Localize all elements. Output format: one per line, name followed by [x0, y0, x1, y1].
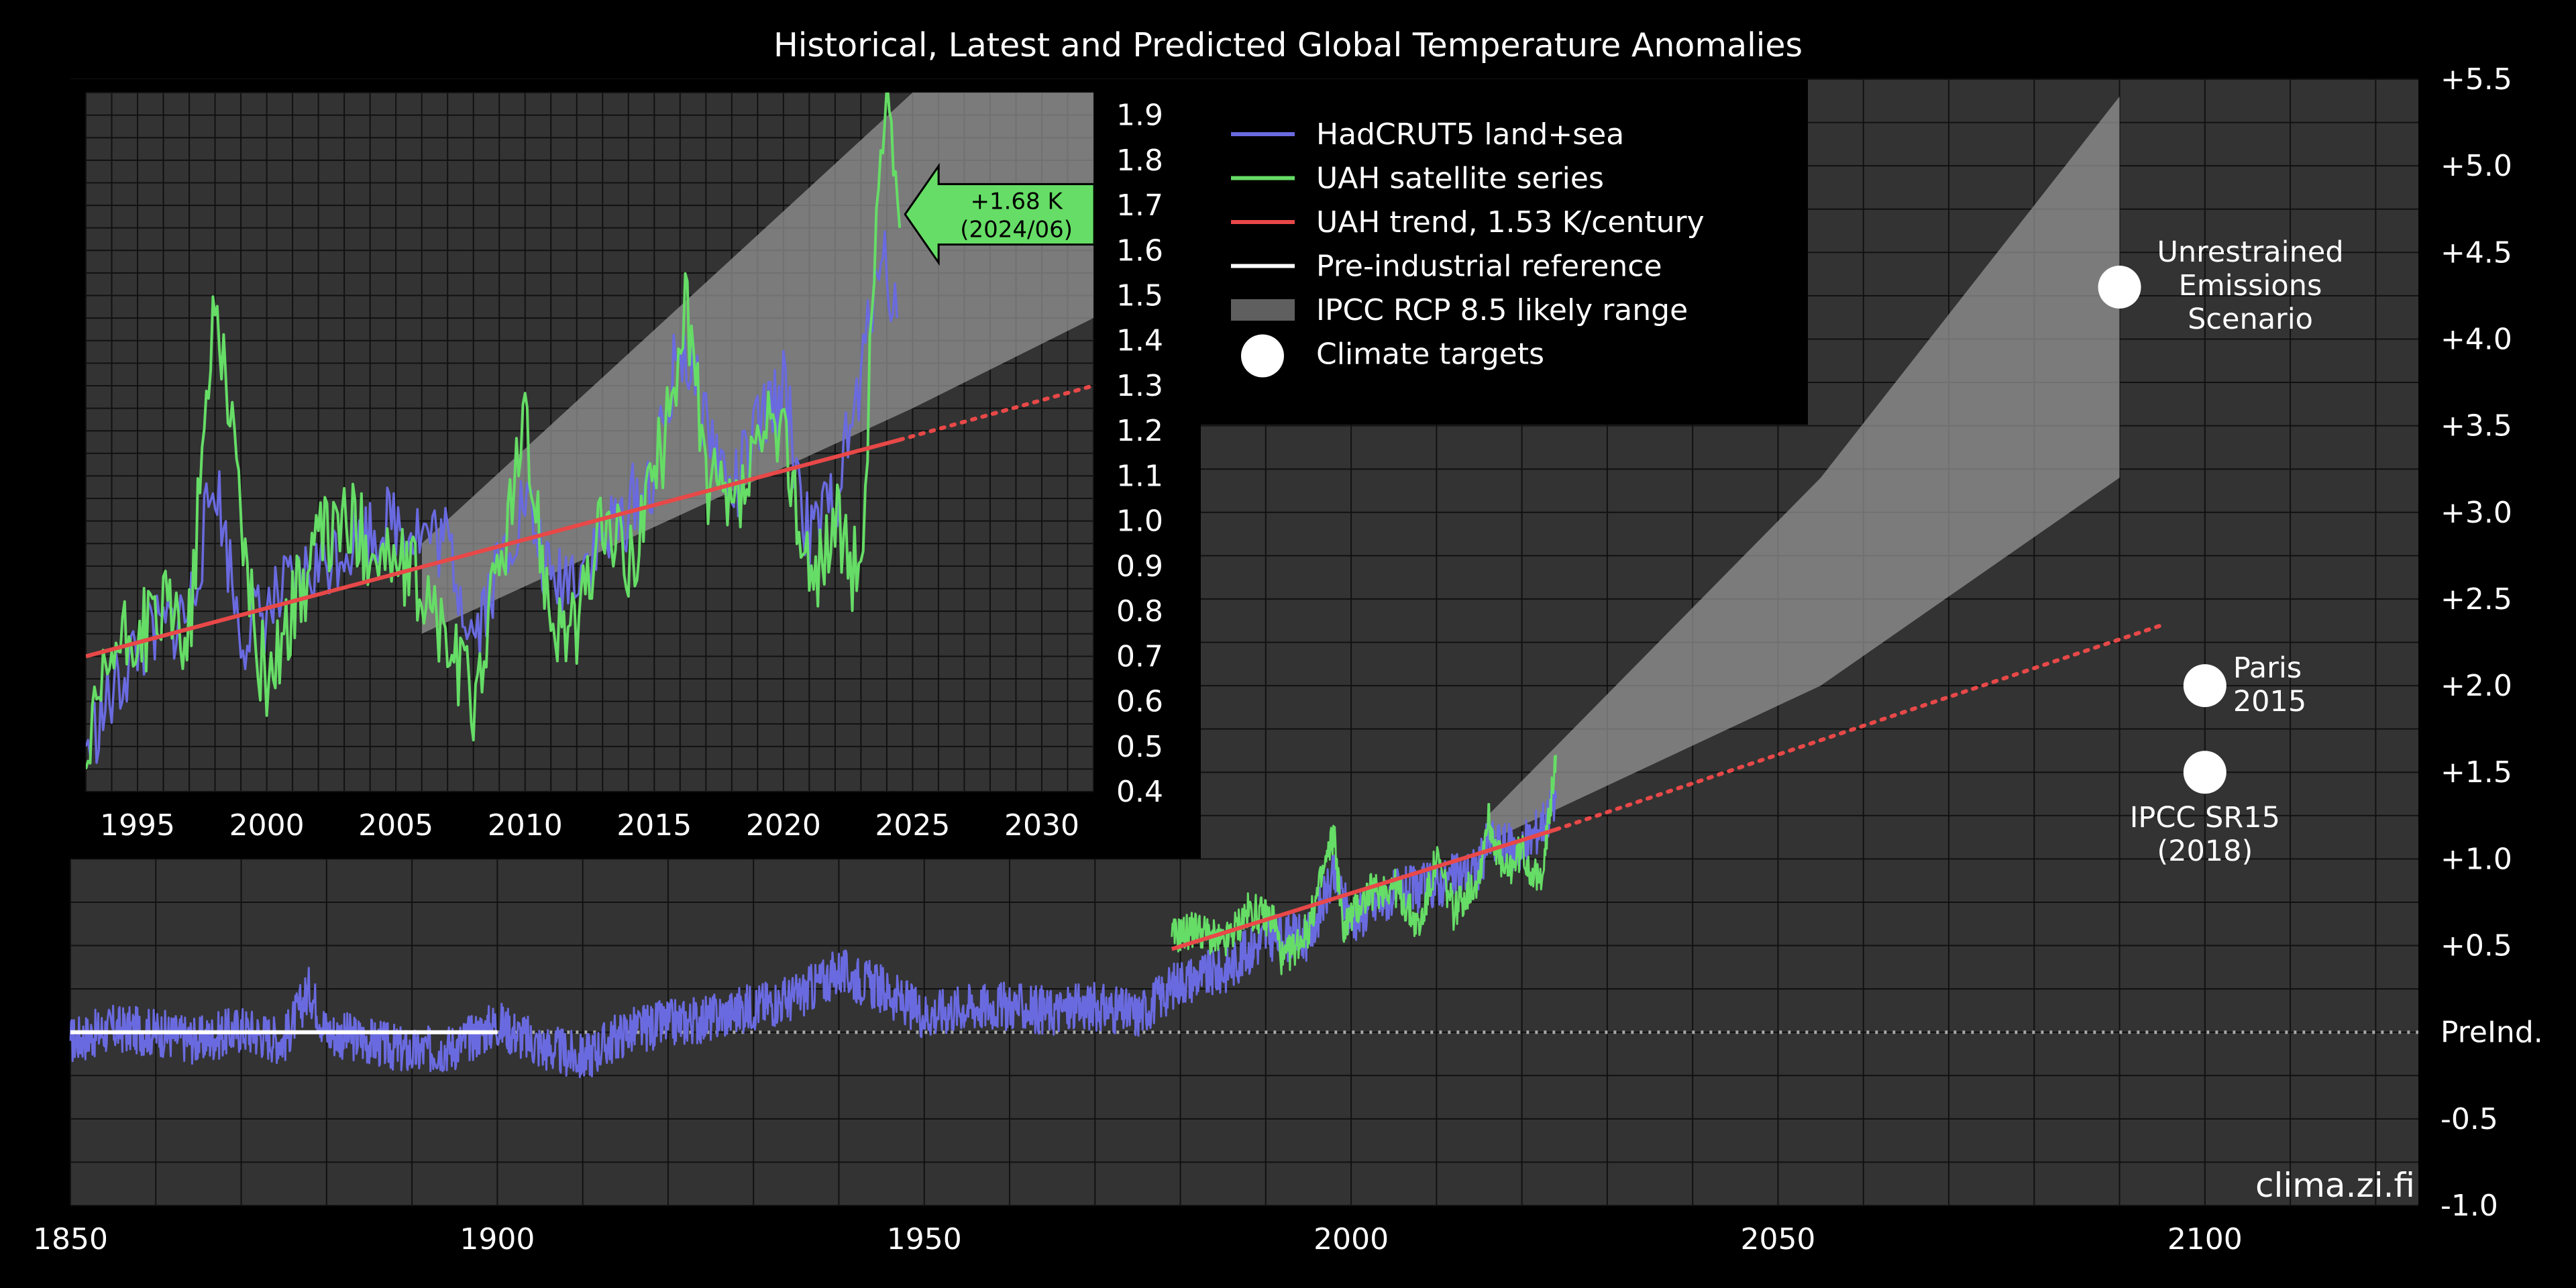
callout-value: +1.68 K [971, 189, 1064, 215]
climate-target-label: Paris 2015 [2233, 651, 2306, 718]
legend-label: HadCRUT5 land+sea [1316, 117, 1624, 152]
chart-title: Historical, Latest and Predicted Global … [773, 26, 1803, 64]
inset-y-tick-label: 0.6 [1116, 685, 1163, 719]
main-y-tick-label: +2.5 [2440, 582, 2512, 616]
climate-target-dot [2183, 664, 2226, 708]
inset-y-tick-label: 0.5 [1116, 730, 1163, 764]
main-y-tick-label: -0.5 [2440, 1102, 2498, 1136]
main-x-tick-label: 1900 [460, 1222, 535, 1256]
main-series-2 [1171, 827, 1557, 951]
climate-target-dot [2098, 265, 2141, 309]
inset-x-tick-label: 2015 [616, 808, 692, 843]
legend-swatch-patch [1231, 299, 1295, 321]
legend-swatch-dot [1241, 334, 1284, 378]
inset-x-tick-label: 2030 [1004, 808, 1079, 843]
main-y-tick-label: +2.0 [2440, 669, 2512, 703]
inset-series-1 [86, 93, 902, 769]
inset-x-tick-label: 2005 [358, 808, 433, 843]
inset-y-tick-label: 1.5 [1116, 279, 1163, 313]
main-y-tick-label: -1.0 [2440, 1189, 2498, 1223]
inset-y-tick-label: 0.8 [1116, 594, 1163, 629]
callout-arrow [904, 162, 1095, 266]
climate-target-label: Unrestrained Emissions Scenario [2157, 235, 2343, 336]
legend-label: Climate targets [1316, 337, 1544, 372]
watermark: clima.zi.fi [2255, 1166, 2415, 1205]
inset-y-tick-label: 1.4 [1116, 324, 1163, 358]
climate-target-label: IPCC SR15 (2018) [2130, 801, 2280, 868]
inset-x-tick-label: 2010 [488, 808, 563, 843]
inset-y-tick-label: 1.7 [1116, 189, 1163, 223]
legend-label: Pre-industrial reference [1316, 250, 1662, 284]
inset-x-tick-label: 2025 [875, 808, 950, 843]
inset-y-tick-label: 0.7 [1116, 639, 1163, 674]
main-y-tick-label: +3.0 [2440, 496, 2512, 530]
rcp85-range-area [1487, 96, 2120, 842]
main-y-tick-label: PreInd. [2440, 1016, 2543, 1050]
legend-box [1201, 79, 1808, 425]
inset-x-tick-label: 2020 [746, 808, 821, 843]
inset-series-0 [86, 230, 899, 764]
main-x-tick-label: 1950 [887, 1222, 962, 1256]
main-x-tick-label: 1850 [33, 1222, 108, 1256]
inset-y-tick-label: 1.0 [1116, 504, 1163, 539]
inset-x-tick-label: 1995 [100, 808, 175, 843]
inset-x-tick-label: 2000 [229, 808, 305, 843]
legend-label: IPCC RCP 8.5 likely range [1316, 293, 1688, 327]
inset-y-tick-label: 1.8 [1116, 144, 1163, 178]
main-x-tick-label: 2050 [1740, 1222, 1815, 1256]
inset-y-tick-label: 1.3 [1116, 369, 1163, 403]
main-x-tick-label: 2100 [2167, 1222, 2243, 1256]
callout-date: (2024/06) [960, 217, 1073, 244]
legend-label: UAH satellite series [1316, 162, 1604, 196]
inset-y-tick-label: 0.9 [1116, 549, 1163, 584]
inset-series-2 [86, 437, 900, 659]
main-x-tick-label: 2000 [1313, 1222, 1389, 1256]
main-y-tick-label: +4.0 [2440, 322, 2512, 356]
inset-y-tick-label: 1.2 [1116, 414, 1163, 448]
inset-trend-projection-line [898, 383, 1095, 442]
trend-projection-line [1554, 623, 2165, 832]
inset-y-tick-label: 1.9 [1116, 99, 1163, 133]
legend-label: UAH trend, 1.53 K/century [1316, 205, 1705, 239]
main-y-tick-label: +1.5 [2440, 755, 2512, 790]
inset-y-tick-label: 1.1 [1116, 459, 1163, 493]
main-y-tick-label: +4.5 [2440, 235, 2512, 270]
main-y-tick-label: +1.0 [2440, 842, 2512, 876]
main-y-tick-label: +0.5 [2440, 929, 2512, 963]
climate-target-dot [2183, 751, 2226, 794]
main-y-tick-label: +3.5 [2440, 409, 2512, 443]
main-y-tick-label: +5.0 [2440, 149, 2512, 183]
main-y-tick-label: +5.5 [2440, 62, 2512, 97]
inset-y-tick-label: 1.6 [1116, 233, 1163, 268]
inset-y-tick-label: 0.4 [1116, 775, 1163, 809]
